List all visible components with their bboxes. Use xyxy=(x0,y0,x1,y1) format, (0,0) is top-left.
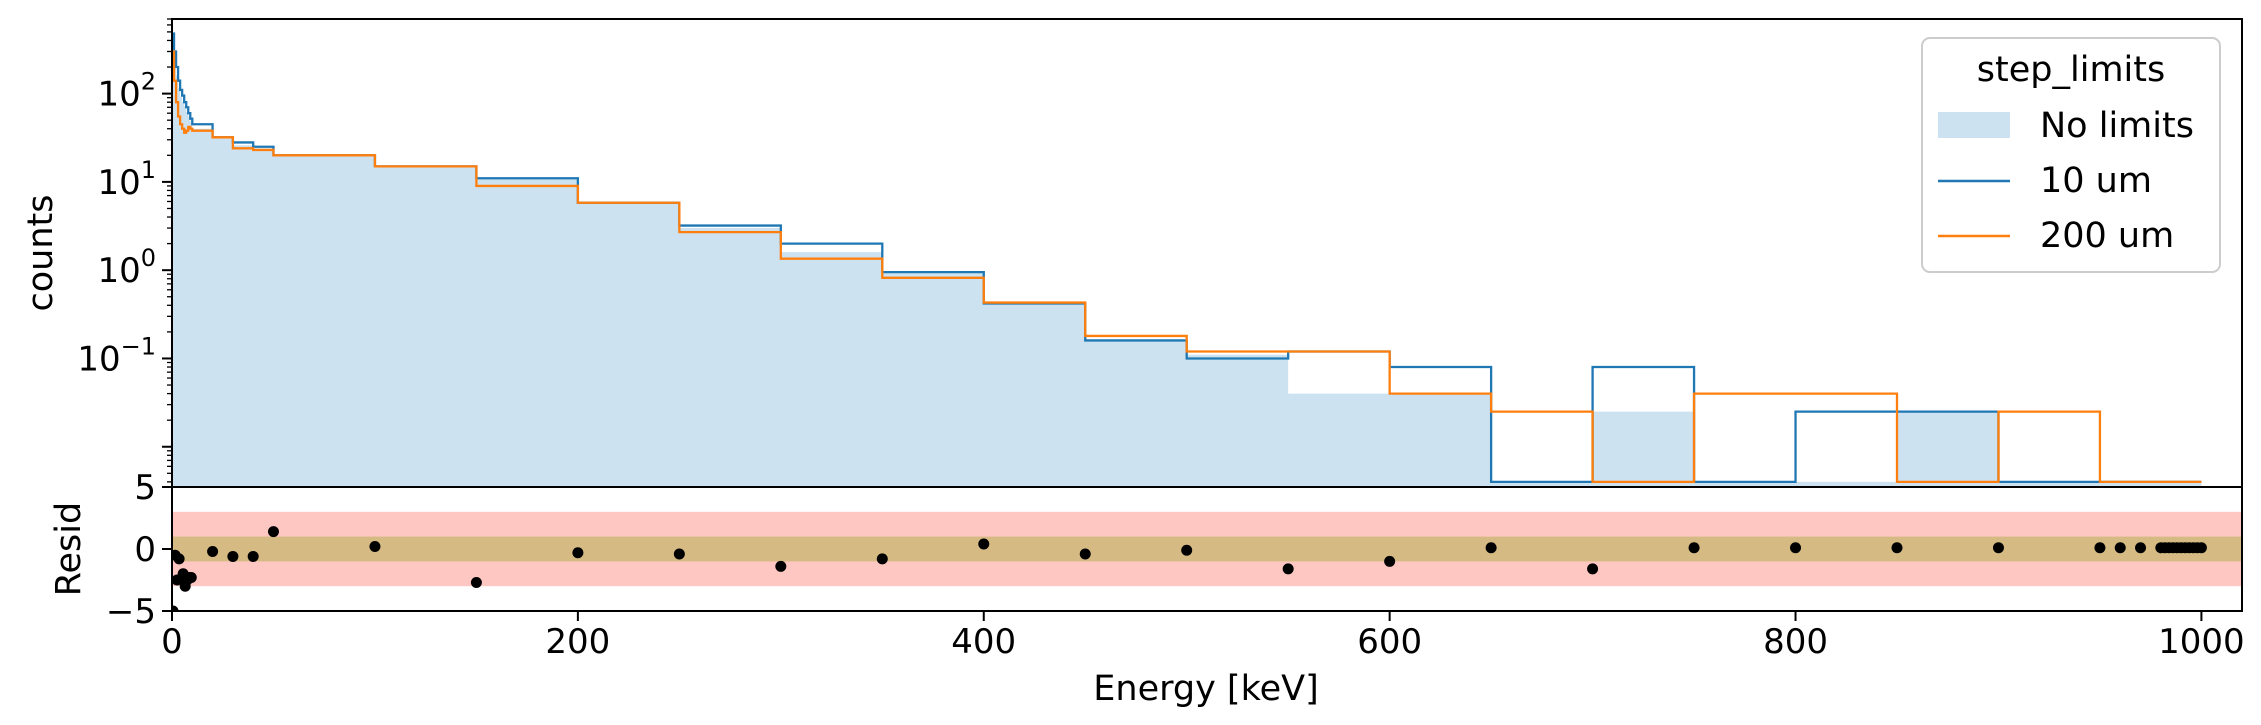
residual-ylabel: Resid xyxy=(49,502,89,596)
y-tick-label: 101 xyxy=(97,156,156,203)
residual-point xyxy=(1282,563,1294,575)
residual-point xyxy=(978,538,990,550)
residual-point xyxy=(1079,548,1091,560)
x-tick-label: 600 xyxy=(1357,622,1422,662)
legend-swatch-no-limits xyxy=(1938,112,2010,138)
legend: step_limits No limits 10 um 200 um xyxy=(1921,37,2221,273)
residual-y-tick-label: 0 xyxy=(134,530,156,570)
residual-point xyxy=(369,541,381,553)
residual-band-inner xyxy=(172,536,2242,562)
hist-no-limits xyxy=(172,35,2202,487)
residual-point xyxy=(267,526,279,538)
residual-point xyxy=(572,547,584,559)
residual-point xyxy=(1790,542,1802,554)
main-ylabel: counts xyxy=(21,195,61,312)
y-tick-label: 102 xyxy=(97,68,156,115)
residual-point xyxy=(2195,542,2207,554)
y-tick-label: 10−1 xyxy=(77,332,156,379)
residual-point xyxy=(1891,542,1903,554)
main-panel: 102 101 100 10−1 counts xyxy=(21,18,2243,488)
residual-point xyxy=(1992,542,2004,554)
residual-y-tick-label: −5 xyxy=(106,592,156,632)
legend-frame xyxy=(1921,37,2221,273)
residual-point xyxy=(185,572,197,584)
residual-point xyxy=(247,550,259,562)
residual-point xyxy=(673,548,685,560)
residual-point xyxy=(227,550,239,562)
residual-point xyxy=(775,560,787,572)
residual-point xyxy=(1485,542,1497,554)
residual-point xyxy=(2094,542,2106,554)
residual-y-tick-label: 5 xyxy=(134,468,156,508)
residual-panel: 50−5 0 200 400 600 800 1000 Resid Energy [keV… xyxy=(49,468,2245,709)
x-axis-label: Energy [keV] xyxy=(1093,669,1318,709)
residual-point xyxy=(470,576,482,588)
residual-point xyxy=(1384,555,1396,567)
x-tick-label: 200 xyxy=(545,622,610,662)
legend-title: step_limits xyxy=(1977,50,2165,90)
residual-point xyxy=(1688,542,1700,554)
residual-point xyxy=(207,545,219,557)
x-tick-label: 0 xyxy=(161,622,183,662)
legend-label-no-limits: No limits xyxy=(2040,106,2194,146)
legend-label-200um: 200 um xyxy=(2040,216,2174,256)
hist-200-um xyxy=(172,50,2202,484)
y-tick-label: 100 xyxy=(97,244,156,291)
residual-frame xyxy=(171,486,2243,612)
x-tick-label: 800 xyxy=(1763,622,1828,662)
residual-point xyxy=(1181,544,1193,556)
residual-point xyxy=(173,553,185,565)
residual-point xyxy=(876,553,888,565)
residual-point xyxy=(1587,563,1599,575)
residual-point xyxy=(2114,542,2126,554)
legend-label-10um: 10 um xyxy=(2040,161,2152,201)
residual-point xyxy=(172,605,179,611)
x-tick-label: 1000 xyxy=(2158,622,2245,662)
x-tick-label: 400 xyxy=(951,622,1016,662)
residual-point xyxy=(2135,542,2147,554)
